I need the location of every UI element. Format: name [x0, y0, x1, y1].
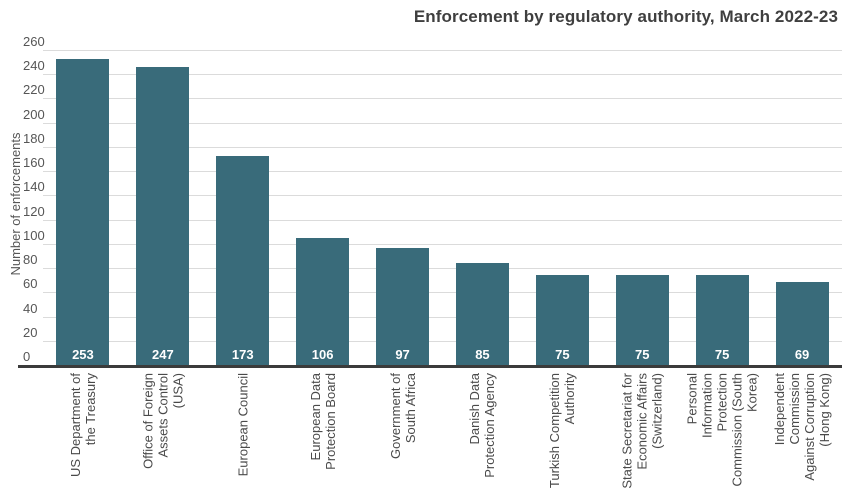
- gridline: [43, 122, 842, 124]
- x-category-label: Turkish Competition Authority: [547, 373, 578, 489]
- gridline: [43, 74, 842, 76]
- gridline: [43, 171, 842, 173]
- bar-value-label: 253: [72, 346, 94, 362]
- y-axis-title: Number of enforcements: [8, 132, 23, 276]
- x-category-label: European Council: [235, 373, 251, 477]
- bar-value-label: 106: [311, 346, 334, 362]
- y-tick-label: 180: [23, 130, 45, 146]
- bar: 75: [535, 275, 589, 366]
- bar: 75: [695, 275, 749, 366]
- y-tick-label: 220: [23, 82, 45, 98]
- x-category-label: European Data Protection Board: [307, 373, 338, 470]
- bar-value-label: 85: [475, 346, 490, 362]
- gridline: [43, 219, 842, 221]
- x-category-label: State Secretariat for Economic Affairs (…: [619, 373, 665, 489]
- y-tick-label: 40: [23, 300, 38, 316]
- gridline: [43, 98, 842, 100]
- gridline: [43, 316, 842, 318]
- gridline: [43, 243, 842, 245]
- bar-value-label: 69: [794, 346, 810, 362]
- y-tick-label: 100: [23, 227, 45, 243]
- y-tick-label: 260: [23, 34, 45, 49]
- bar-value-label: 97: [395, 346, 410, 362]
- x-category-label: Personal Information Protection Commissi…: [684, 373, 760, 487]
- gridline: [43, 292, 842, 294]
- x-category-label: US Department of the Treasury: [67, 373, 98, 478]
- gridline: [43, 195, 842, 197]
- chart-title: Enforcement by regulatory authority, Mar…: [413, 7, 838, 26]
- bar: 247: [136, 66, 190, 366]
- x-category-label: Office of Foreign Assets Control (USA): [140, 373, 186, 469]
- y-tick-label: 200: [23, 106, 45, 122]
- x-category-label: Danish Data Protection Agency: [467, 373, 498, 478]
- bar: 85: [455, 263, 509, 366]
- bar-value-label: 75: [635, 346, 650, 362]
- bar-value-label: 247: [151, 347, 174, 362]
- gridline: [43, 146, 842, 148]
- y-tick-label: 20: [23, 324, 38, 340]
- bar: 75: [615, 275, 669, 366]
- x-category-label: Government of South Africa: [387, 373, 418, 459]
- bar: 106: [296, 237, 350, 366]
- gridline: [43, 50, 842, 51]
- bar: 253: [56, 59, 110, 366]
- y-tick-label: 160: [23, 155, 45, 171]
- gridline: [43, 268, 842, 270]
- x-category-label: Independent Commission Against Corruptio…: [772, 373, 833, 481]
- x-axis-line: [18, 365, 842, 368]
- bar-value-label: 173: [231, 346, 254, 362]
- y-tick-label: 240: [23, 58, 45, 74]
- bar: 173: [216, 156, 270, 366]
- y-tick-label: 60: [23, 276, 38, 292]
- bar-value-label: 75: [555, 346, 570, 362]
- gridline: [43, 340, 842, 342]
- bar: 97: [376, 248, 430, 366]
- y-tick-label: 140: [23, 179, 45, 195]
- bar: 69: [775, 282, 829, 366]
- y-tick-label: 120: [23, 203, 45, 219]
- bar-value-label: 75: [714, 346, 730, 362]
- y-tick-label: 80: [23, 252, 38, 268]
- y-tick-label: 0: [23, 349, 31, 364]
